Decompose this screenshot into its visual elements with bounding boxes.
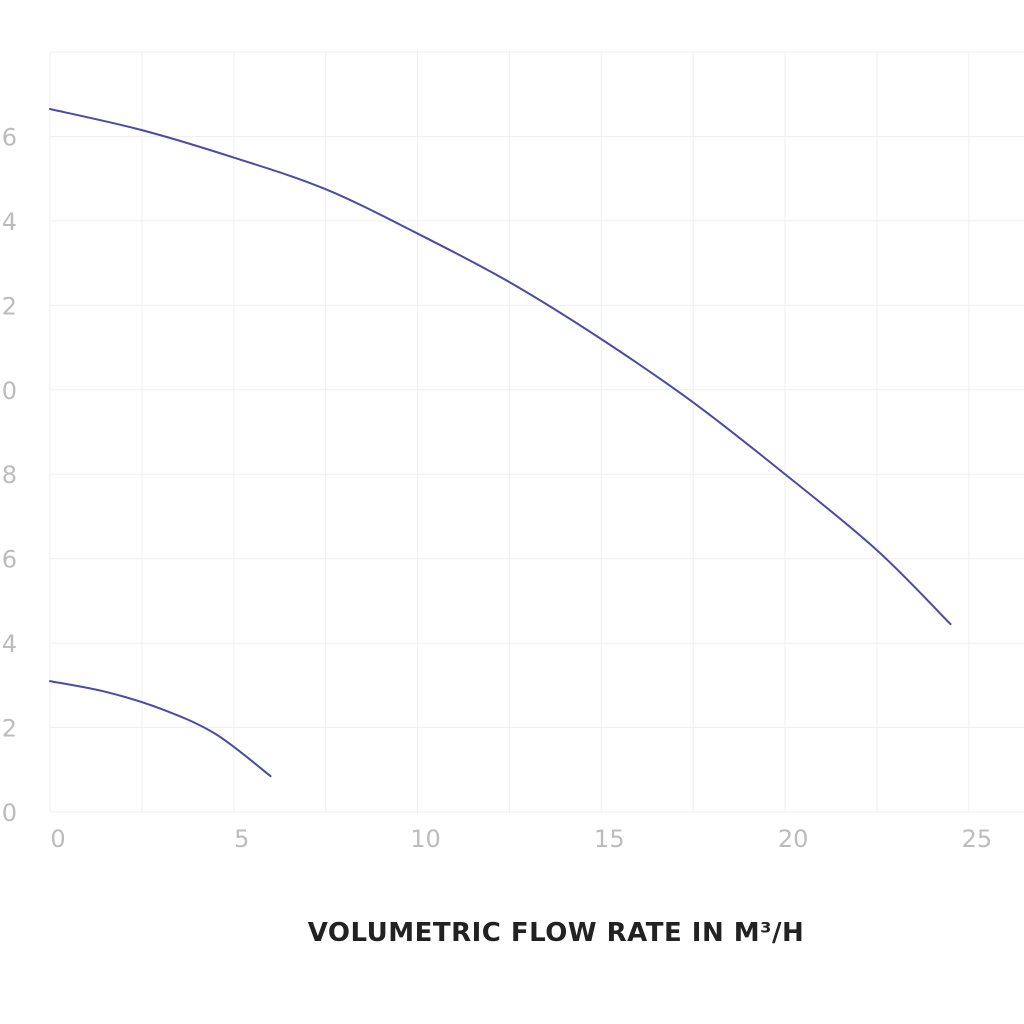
series-group: [49, 108, 952, 778]
x-axis-label: VOLUMETRIC FLOW RATE IN M³/H: [307, 918, 805, 948]
y-tick-label: 8: [2, 461, 17, 489]
y-tick-label: 12: [0, 292, 17, 320]
series-line-1: [49, 108, 952, 626]
x-tick-label: 0: [50, 825, 65, 853]
x-axis-ticks: 0 5 10 15 20 25: [50, 825, 992, 853]
y-tick-label: 0: [2, 799, 17, 827]
y-tick-label: 2: [2, 715, 17, 743]
y-tick-label: 16: [0, 123, 17, 151]
x-tick-label: 25: [962, 825, 993, 853]
x-tick-label: 20: [778, 825, 809, 853]
x-tick-label: 5: [234, 825, 249, 853]
y-axis-ticks: 0 2 4 6 8 10 12 14 16: [0, 123, 17, 827]
x-tick-label: 10: [410, 825, 441, 853]
y-tick-label: 4: [2, 630, 17, 658]
grid: [49, 51, 1024, 813]
y-tick-label: 10: [0, 377, 17, 405]
series-line-2: [49, 680, 272, 778]
y-tick-label: 14: [0, 208, 17, 236]
x-tick-label: 15: [594, 825, 625, 853]
y-tick-label: 6: [2, 546, 17, 574]
